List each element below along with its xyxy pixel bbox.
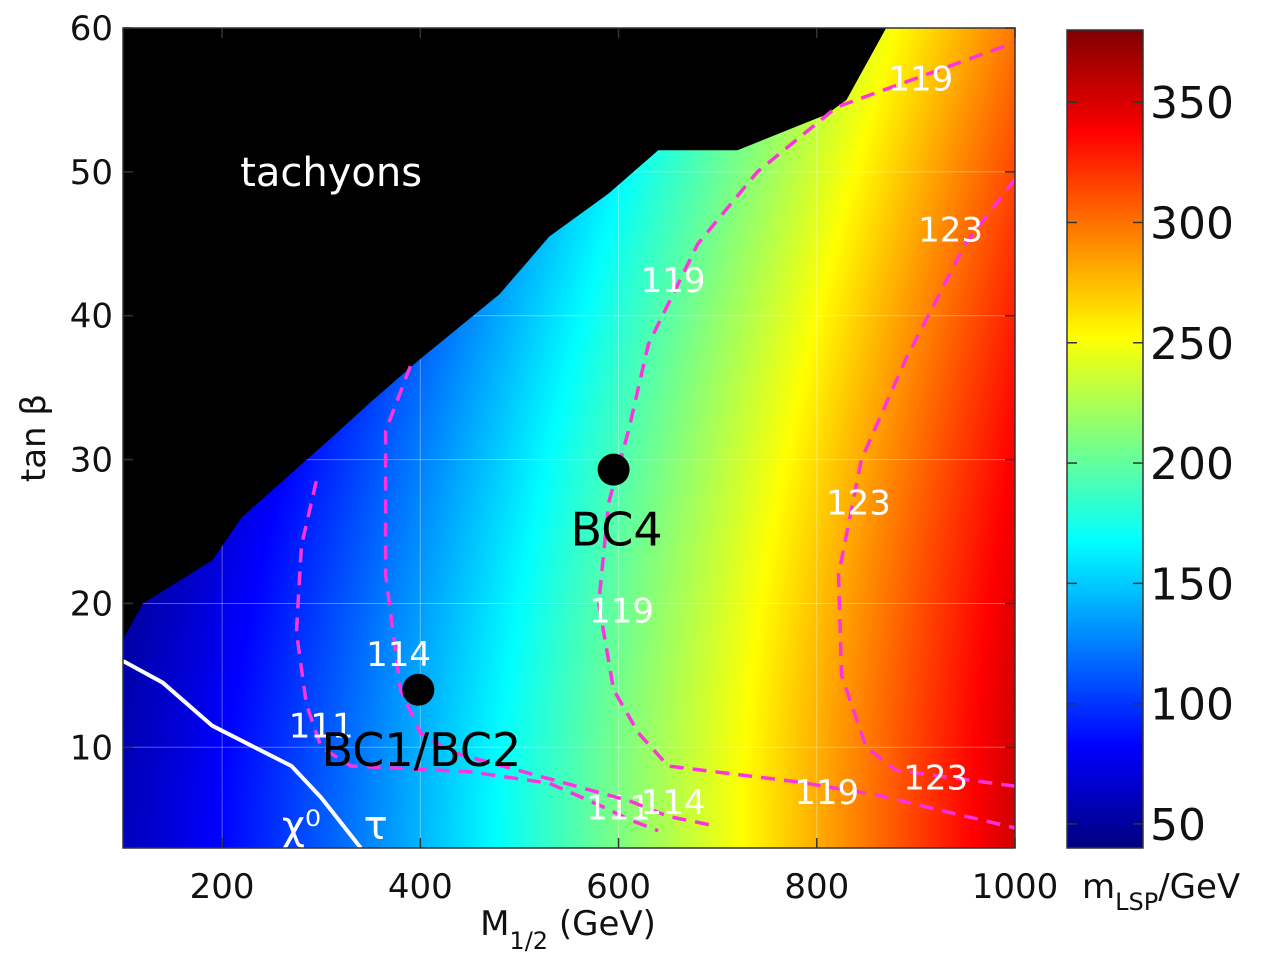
benchmark-points: BC4 BC1/BC2	[321, 453, 663, 777]
y-tick-label: 40	[70, 297, 113, 337]
contour-label: 119	[888, 59, 953, 99]
x-tick-label: 600	[586, 867, 651, 907]
colorbar-gradient	[1066, 29, 1144, 849]
y-tick-label: 10	[70, 728, 113, 768]
y-tick-label: 30	[70, 441, 113, 481]
x-tick-label: 400	[388, 867, 453, 907]
contour-label: 123	[826, 484, 891, 524]
contour-label: 111	[289, 707, 354, 747]
colorbar-tick-label: 250	[1150, 319, 1234, 370]
boundary-label: χ⁰	[282, 803, 321, 849]
y-tick-label: 50	[70, 153, 113, 193]
higgs-contour-114	[383, 365, 719, 829]
boundary-lines: χ⁰ τ	[123, 659, 388, 849]
contour-label: 119	[641, 261, 706, 301]
x-label-sub: 1/2	[509, 927, 548, 955]
colorbar-label: mLSP/GeV	[1082, 867, 1240, 916]
cb-label-main: m	[1082, 867, 1115, 907]
x-tick-label: 800	[784, 867, 849, 907]
y-axis: 10 20 30 40 50 60	[70, 9, 1015, 768]
benchmark-label: BC1/BC2	[321, 723, 521, 777]
higgs-contour-119	[616, 40, 1015, 468]
higgs-contour-119	[596, 466, 1015, 830]
region-label: tachyons	[240, 150, 422, 196]
colorbar-ticks: 50 100 150 200 250 300 350	[1067, 78, 1234, 851]
y-tick-label: 20	[70, 584, 113, 624]
plot-frame	[122, 27, 1016, 849]
x-tick-label: 1000	[972, 867, 1059, 907]
colorbar-tick-label: 300	[1150, 198, 1234, 249]
benchmark-point	[597, 453, 630, 486]
colorbar-tick-label: 200	[1150, 439, 1234, 490]
x-axis: 200 400 600 800 1000	[190, 28, 1059, 907]
x-label-main: M	[480, 904, 509, 944]
y-tick-label: 60	[70, 9, 113, 49]
benchmark-point	[402, 673, 435, 706]
lsp-boundary-line	[123, 659, 363, 848]
higgs-contour-123	[836, 177, 1015, 788]
colorbar-tick-label: 150	[1150, 559, 1234, 610]
cb-label-unit: /GeV	[1158, 867, 1240, 907]
contour-label: 119	[589, 592, 654, 632]
contour-label: 123	[903, 759, 968, 799]
cb-label-sub: LSP	[1115, 888, 1158, 916]
x-axis-label: M1/2 (GeV)	[480, 904, 656, 955]
colorbar-tick-label: 350	[1150, 78, 1234, 129]
contour-label: 119	[794, 773, 859, 813]
plot-area: tachyons 1111111141141191191191191231231…	[122, 27, 1016, 849]
colorbar-tick-label: 100	[1150, 680, 1234, 731]
higgs-contour-111	[294, 480, 659, 833]
contour-label: 123	[918, 210, 983, 250]
benchmark-label: BC4	[571, 503, 663, 557]
x-label-unit: (GeV)	[548, 904, 656, 944]
regions: tachyons	[123, 28, 887, 640]
contour-label: 114	[641, 783, 706, 823]
colorbar-tick-label: 50	[1150, 800, 1206, 851]
contour-label: 111	[586, 789, 651, 829]
boundary-label: τ	[364, 803, 388, 849]
tachyon-region	[123, 28, 887, 640]
colorbar: 50 100 150 200 250 300 350	[1066, 29, 1234, 851]
contour-label: 114	[366, 635, 431, 675]
x-tick-label: 200	[190, 867, 255, 907]
y-axis-label: tan β	[14, 394, 54, 482]
